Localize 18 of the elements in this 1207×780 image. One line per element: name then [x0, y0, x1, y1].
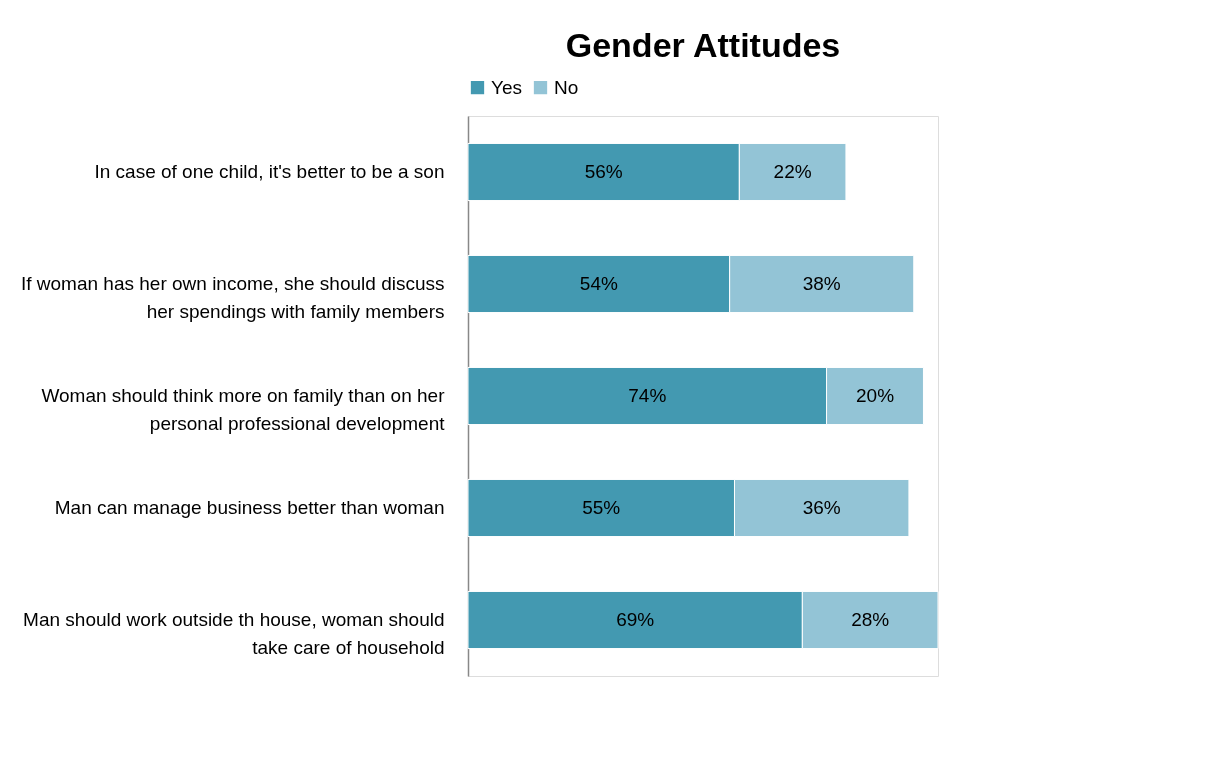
- data-label: 20%: [855, 385, 895, 406]
- data-label: 36%: [802, 497, 841, 518]
- chart-title: Gender Attitudes: [565, 26, 841, 64]
- data-label: 22%: [773, 161, 812, 182]
- data-label: 28%: [851, 609, 890, 630]
- y-tick-label: Woman should think more on family than on her personal professional development: [41, 385, 446, 434]
- y-tick-label: Man can manage business better than woman: [54, 497, 445, 518]
- legend-label: Yes: [491, 76, 522, 98]
- data-label: 38%: [802, 273, 841, 294]
- data-label: 69%: [616, 609, 655, 630]
- legend-label: No: [554, 76, 579, 98]
- y-tick-label: In case of one child, it's better to be a son: [94, 161, 445, 182]
- data-label: 74%: [628, 385, 667, 406]
- data-label: 56%: [584, 161, 623, 182]
- y-tick-label: Man should work outside th house, woman should take care of household: [23, 609, 445, 658]
- y-tick-label: If woman has her own income, she should discuss her spendings with family members: [21, 273, 445, 322]
- data-label: 54%: [579, 273, 618, 294]
- data-label: 55%: [582, 497, 621, 518]
